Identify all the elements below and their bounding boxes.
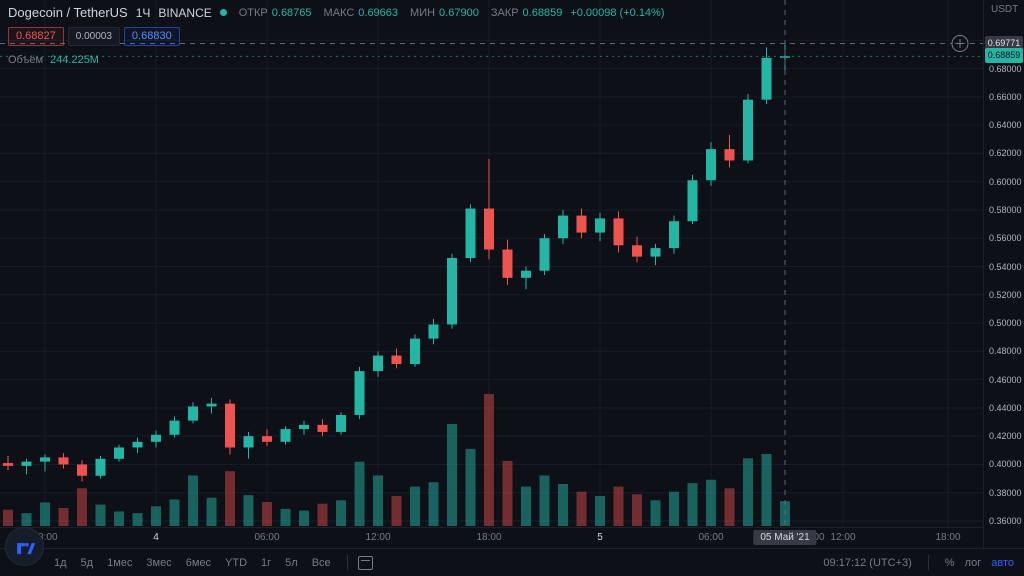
high-label: МАКС (323, 6, 355, 19)
buy-price-button[interactable]: 0.68830 (123, 27, 180, 46)
time-label: 12:00 (830, 532, 856, 543)
price-tick: 0.54000 (989, 261, 1022, 272)
price-tick: 0.46000 (989, 374, 1022, 385)
price-tick: 0.58000 (989, 204, 1022, 215)
legend: Dogecoin / TetherUS 1Ч BINANCE ОТКР 0.68… (8, 5, 665, 66)
price-tick: 0.48000 (989, 346, 1022, 357)
time-label: 12:00 (365, 532, 391, 543)
close-value: 0.68859 (522, 6, 563, 19)
time-label: 4 (153, 532, 159, 543)
price-tick: 0.36000 (989, 516, 1022, 526)
log-scale-button[interactable]: лог (964, 556, 982, 569)
volume-value: 244.225M (50, 54, 99, 66)
price-tick: 0.64000 (989, 120, 1022, 131)
range-button-1мес[interactable]: 1мес (107, 556, 133, 569)
calendar-icon[interactable] (357, 555, 373, 570)
price-tick: 0.52000 (989, 289, 1022, 300)
volume-bars (3, 394, 790, 526)
add-alert-plus-icon[interactable] (951, 35, 969, 53)
price-tick: 0.50000 (989, 318, 1022, 329)
range-switcher: 1д 5д 1мес 3мес 6мес YTD 1г 5л Все (48, 554, 373, 572)
open-label: ОТКР (238, 6, 268, 19)
tradingview-logo-icon (16, 542, 35, 554)
crosshair-date-badge: 05 Май '21 (753, 530, 817, 545)
bottom-toolbar: 1д 5д 1мес 3мес 6мес YTD 1г 5л Все 09:17:12 (UTC… (0, 548, 1024, 576)
range-button-3мес[interactable]: 3мес (146, 556, 172, 569)
range-button-5д[interactable]: 5д (80, 556, 94, 569)
clock[interactable]: 09:17:12 (UTC+3) (823, 556, 912, 569)
candles (3, 45, 790, 482)
time-label: 06:00 (254, 532, 280, 543)
price-tick: 0.44000 (989, 402, 1022, 413)
volume-label[interactable]: Объём (8, 54, 44, 66)
close-label: ЗАКР (490, 6, 519, 19)
time-label: 5 (597, 532, 603, 543)
price-tick: 0.62000 (989, 148, 1022, 159)
tradingview-logo[interactable] (5, 527, 44, 566)
price-axis[interactable]: USDT 0.36000 0.38000 0.40000 0.42000 0.44000… (983, 0, 1024, 548)
time-label: 18:00 (935, 532, 961, 543)
change-value: +0.00098 (+0.14%) (570, 6, 665, 19)
toolbar-divider (346, 555, 348, 570)
time-label: 18:00 (476, 532, 502, 543)
toolbar-right: 09:17:12 (UTC+3) % лог авто (823, 555, 1014, 570)
price-tick: 0.60000 (989, 176, 1022, 187)
time-label: 18:00 (32, 532, 58, 543)
range-button-Все[interactable]: Все (311, 556, 331, 569)
percent-scale-button[interactable]: % (944, 556, 955, 569)
grid-lines (0, 0, 984, 527)
last-price-badge: 0.68859 (985, 48, 1023, 64)
range-button-6мес[interactable]: 6мес (185, 556, 212, 569)
low-value: 0.67900 (439, 6, 479, 19)
range-button-YTD[interactable]: YTD (225, 556, 248, 569)
price-tick: 0.38000 (989, 487, 1022, 498)
auto-scale-button[interactable]: авто (991, 556, 1014, 569)
interval-label[interactable]: 1Ч (135, 5, 151, 20)
candlestick-chart[interactable] (0, 0, 984, 527)
price-tick: 0.56000 (989, 233, 1022, 244)
range-button-1г[interactable]: 1г (261, 556, 272, 569)
volume-indicator-row: Объём 244.225M (8, 54, 665, 66)
time-axis[interactable]: 18:00406:0012:0018:00506:0009:0012:0018:… (0, 527, 984, 549)
spread-value: 0.00003 (67, 27, 120, 46)
high-value: 0.69663 (358, 6, 399, 19)
price-tick: 0.66000 (989, 91, 1022, 102)
market-status-dot-icon[interactable] (219, 9, 227, 16)
price-tick: 0.42000 (989, 431, 1022, 442)
toolbar-divider (927, 555, 929, 570)
range-button-5л[interactable]: 5л (285, 556, 298, 569)
range-buttons: 1д 5д 1мес 3мес 6мес YTD 1г 5л Все (48, 554, 337, 572)
low-label: МИН (410, 6, 436, 19)
legend-row-symbol: Dogecoin / TetherUS 1Ч BINANCE ОТКР 0.68… (8, 5, 665, 20)
price-tick: 0.40000 (989, 459, 1022, 470)
crosshair-overlay (0, 0, 984, 527)
range-button-1д[interactable]: 1д (54, 556, 67, 569)
open-value: 0.68765 (271, 6, 312, 19)
sell-price-button[interactable]: 0.68827 (8, 27, 64, 46)
time-label: 06:00 (698, 532, 724, 543)
exchange-label[interactable]: BINANCE (158, 5, 212, 20)
price-tick: 0.68000 (989, 63, 1022, 74)
crosshair-price-badge: 0.69771 (985, 35, 1023, 51)
currency-label: USDT (991, 4, 1019, 15)
quote-panel: 0.68827 0.00003 0.68830 (8, 27, 665, 46)
symbol-name[interactable]: Dogecoin / TetherUS (8, 5, 128, 20)
